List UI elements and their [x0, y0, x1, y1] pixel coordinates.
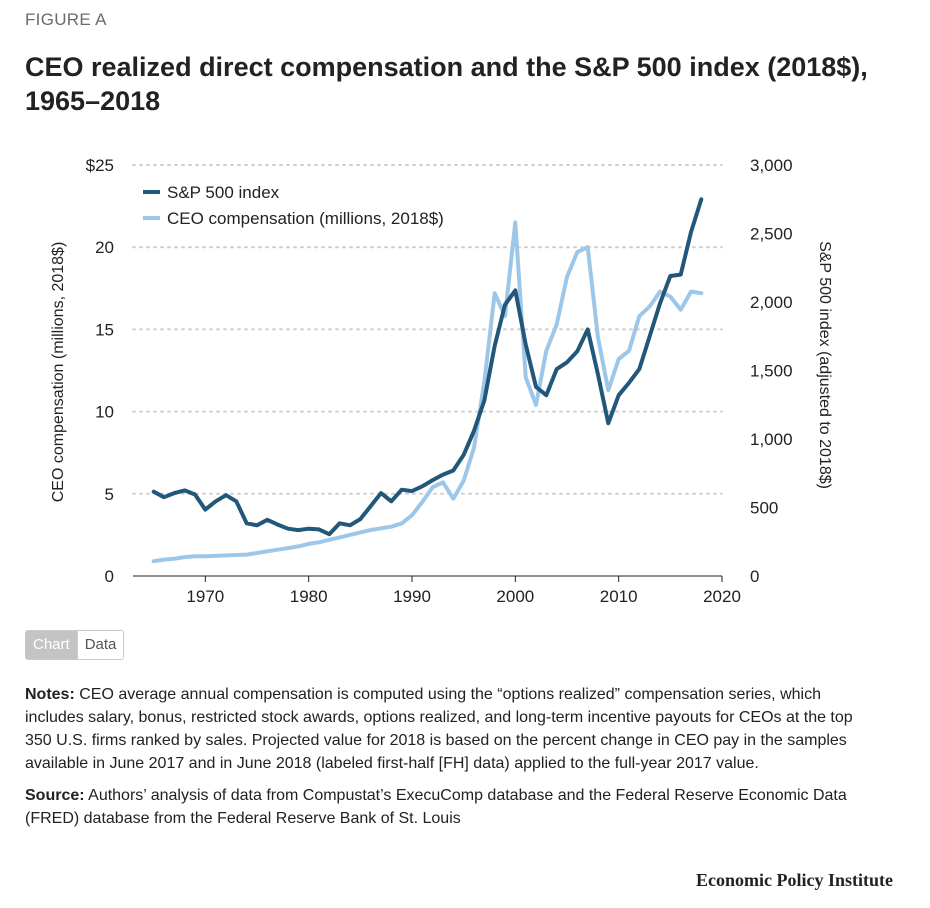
y-tick-label-right: 2,500: [750, 225, 793, 244]
notes-section: Notes: CEO average annual compensation i…: [25, 683, 855, 839]
y-tick-label-right: 1,500: [750, 362, 793, 381]
series: [151, 197, 704, 564]
y-tick-label-left: 0: [105, 567, 114, 586]
notes-label: Notes:: [25, 686, 75, 703]
y-tick-label-left: 10: [95, 403, 114, 422]
y-tick-label-right: 1,000: [750, 430, 793, 449]
tab-chart[interactable]: Chart: [26, 631, 77, 659]
y-tick-label-left: 15: [95, 320, 114, 339]
x-tick-label: 2020: [703, 587, 741, 606]
y-tick-label-right: 3,000: [750, 156, 793, 175]
x-tick-label: 2000: [496, 587, 534, 606]
source-label: Source:: [25, 787, 85, 804]
y-tick-label-right: 500: [750, 499, 778, 518]
notes-paragraph: Notes: CEO average annual compensation i…: [25, 683, 855, 775]
series-line-ceo-compensation: [151, 220, 704, 564]
x-tick-label: 2010: [600, 587, 638, 606]
brand-logo: Economic Policy Institute: [696, 870, 893, 890]
x-tick-label: 1970: [186, 587, 224, 606]
chart-area: $25 20 15 10 5 0 3,000 2,500 2,000 1,500 1,000 500 0…: [50, 156, 833, 606]
y-tick-label-left: $25: [86, 156, 114, 175]
chart-title: CEO realized direct compensation and the…: [25, 52, 868, 116]
tab-data[interactable]: Data: [76, 631, 124, 659]
x-tick-label: 1980: [290, 587, 328, 606]
source-text: Authors’ analysis of data from Compustat…: [25, 787, 847, 827]
notes-text: CEO average annual compensation is compu…: [25, 686, 853, 772]
y-tick-label-left: 5: [105, 485, 114, 504]
legend-label: S&P 500 index: [167, 183, 280, 202]
legend-label: CEO compensation (millions, 2018$): [167, 209, 444, 228]
y-tick-label-right: 0: [750, 567, 759, 586]
x-tick-label: 1990: [393, 587, 431, 606]
source-paragraph: Source: Authors’ analysis of data from C…: [25, 784, 855, 830]
y-axis-label-left: CEO compensation (millions, 2018$): [50, 242, 67, 503]
figure-label: FIGURE A: [25, 10, 107, 29]
series-line-sp500: [151, 197, 704, 537]
y-axis-label-right: S&P 500 index (adjusted to 2018$): [816, 241, 833, 489]
view-toggle: Chart Data: [25, 630, 125, 660]
axes: $25 20 15 10 5 0 3,000 2,500 2,000 1,500 1,000 500 0…: [86, 156, 793, 606]
legend: S&P 500 index CEO compensation (millions,…: [143, 183, 444, 228]
y-tick-label-right: 2,000: [750, 293, 793, 312]
y-tick-label-left: 20: [95, 238, 114, 257]
